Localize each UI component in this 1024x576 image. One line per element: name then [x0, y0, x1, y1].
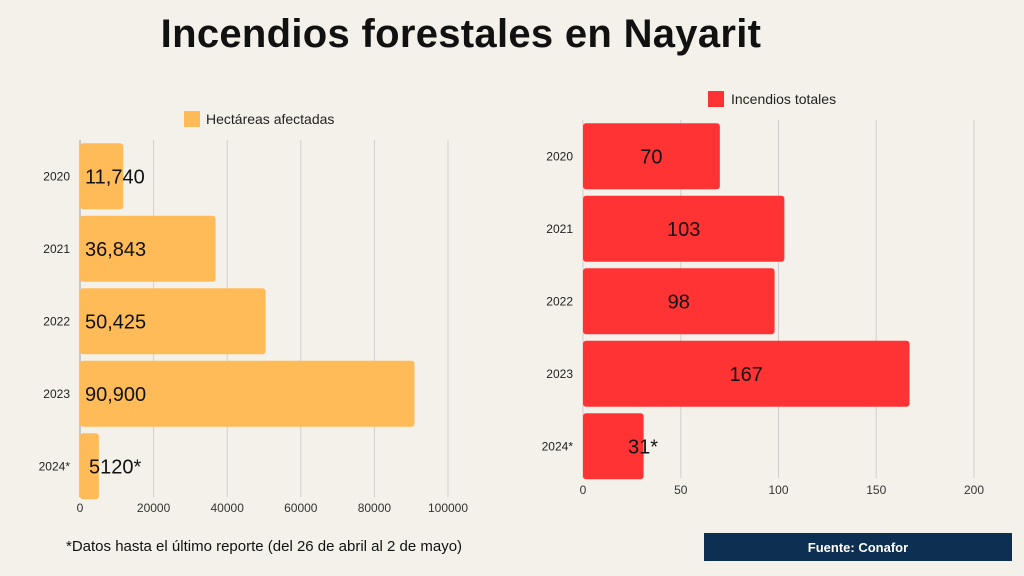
x-tick-label: 150	[866, 483, 886, 497]
x-tick-label: 60000	[284, 501, 318, 515]
category-label: 2020	[546, 149, 573, 163]
footnote: *Datos hasta el último reporte (del 26 d…	[66, 538, 463, 555]
bar	[80, 143, 124, 210]
bar	[80, 360, 415, 427]
data-label: 103	[667, 219, 700, 241]
x-tick-label: 50	[674, 483, 688, 497]
x-tick-label: 100000	[428, 501, 468, 515]
x-tick-label: 80000	[358, 501, 392, 515]
data-label: 70	[640, 146, 662, 168]
bar	[80, 215, 216, 282]
data-label: 98	[668, 291, 690, 313]
source-badge: Fuente: Conafor	[704, 533, 1012, 561]
bar	[583, 340, 910, 407]
category-label: 2024*	[39, 459, 71, 473]
legend-swatch	[708, 91, 724, 107]
category-label: 2024*	[542, 439, 574, 453]
x-tick-label: 100	[768, 483, 788, 497]
data-label: 50,425	[85, 311, 146, 333]
data-label: 11,740	[85, 166, 145, 188]
x-tick-label: 0	[77, 501, 84, 515]
bar	[583, 195, 785, 262]
page-title: Incendios forestales en Nayarit	[160, 12, 762, 56]
legend-label: Incendios totales	[731, 91, 836, 107]
category-label: 2020	[43, 169, 70, 183]
data-label: 90,900	[85, 384, 146, 406]
bar	[80, 433, 99, 500]
bar	[583, 268, 775, 335]
data-label: 31*	[628, 436, 658, 458]
data-label: 5120*	[89, 456, 141, 478]
category-label: 2022	[43, 314, 70, 328]
bar	[583, 413, 644, 480]
bar	[583, 123, 720, 190]
legend-swatch	[184, 111, 200, 127]
x-tick-label: 20000	[137, 501, 171, 515]
category-label: 2021	[546, 222, 573, 236]
legend-label: Hectáreas afectadas	[206, 111, 334, 127]
x-tick-label: 40000	[211, 501, 245, 515]
data-label: 167	[730, 364, 763, 386]
category-label: 2023	[546, 367, 573, 381]
data-label: 36,843	[85, 239, 146, 261]
category-label: 2021	[43, 242, 70, 256]
category-label: 2023	[43, 387, 70, 401]
x-tick-label: 200	[964, 483, 984, 497]
category-label: 2022	[546, 294, 573, 308]
x-tick-label: 0	[580, 483, 587, 497]
bar	[80, 288, 266, 355]
